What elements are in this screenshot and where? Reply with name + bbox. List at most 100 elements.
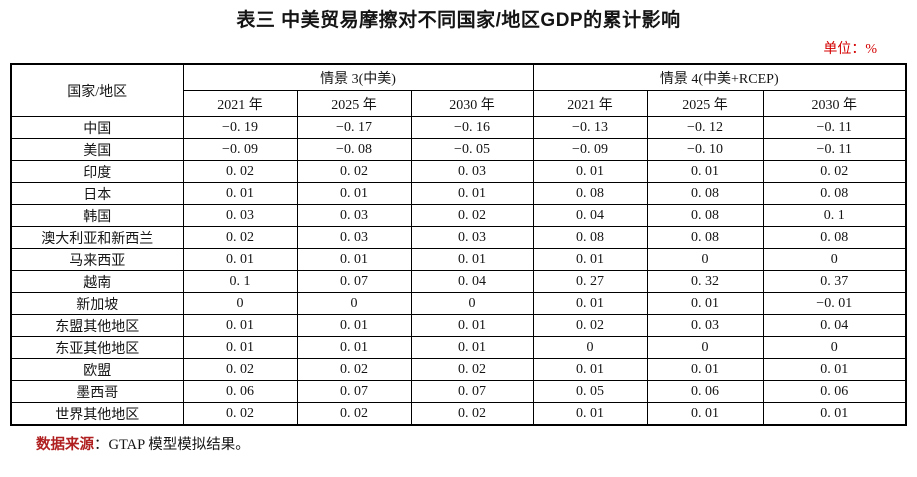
table-row: 韩国 0. 03 0. 03 0. 02 0. 04 0. 08 0. 1 — [10, 204, 907, 227]
value-cell: 0. 08 — [646, 204, 764, 227]
value-cell: −0. 09 — [532, 138, 648, 161]
value-cell: 0. 02 — [296, 402, 412, 426]
value-cell: 0. 01 — [532, 358, 648, 381]
value-cell: 0. 01 — [296, 182, 412, 205]
value-cell: −0. 08 — [296, 138, 412, 161]
region-cell: 马来西亚 — [10, 248, 184, 271]
value-cell: 0. 01 — [410, 182, 534, 205]
value-cell: 0. 01 — [646, 160, 764, 183]
region-cell: 韩国 — [10, 204, 184, 227]
value-cell: 0. 01 — [646, 402, 764, 426]
value-cell: −0. 19 — [182, 116, 298, 139]
value-cell: 0. 02 — [532, 314, 648, 337]
value-cell: 0. 02 — [182, 358, 298, 381]
value-cell: 0. 06 — [182, 380, 298, 403]
value-cell: 0. 03 — [410, 226, 534, 249]
value-cell: 0. 04 — [410, 270, 534, 293]
value-cell: 0. 03 — [296, 204, 412, 227]
value-cell: 0. 01 — [762, 402, 907, 426]
value-cell: 0. 05 — [532, 380, 648, 403]
data-source-label: 数据来源 — [36, 437, 94, 453]
value-cell: 0. 01 — [296, 336, 412, 359]
value-cell: 0 — [762, 248, 907, 271]
value-cell: 0. 02 — [296, 160, 412, 183]
value-cell: −0. 11 — [762, 138, 907, 161]
table-row: 新加坡 0 0 0 0. 01 0. 01 −0. 01 — [10, 292, 907, 315]
value-cell: 0. 02 — [182, 226, 298, 249]
value-cell: 0. 08 — [532, 182, 648, 205]
value-cell: 0. 03 — [296, 226, 412, 249]
table-row: 中国 −0. 19 −0. 17 −0. 16 −0. 13 −0. 12 −0. 11 — [10, 116, 907, 139]
value-cell: 0. 08 — [762, 226, 907, 249]
value-cell: 0 — [646, 336, 764, 359]
value-cell: 0. 03 — [646, 314, 764, 337]
table-row: 美国 −0. 09 −0. 08 −0. 05 −0. 09 −0. 10 −0. 11 — [10, 138, 907, 161]
value-cell: 0 — [182, 292, 298, 315]
value-cell: −0. 05 — [410, 138, 534, 161]
value-cell: 0. 06 — [762, 380, 907, 403]
table-row: 澳大利亚和新西兰 0. 02 0. 03 0. 03 0. 08 0. 08 0. 08 — [10, 226, 907, 249]
table-row: 马来西亚 0. 01 0. 01 0. 01 0. 01 0 0 — [10, 248, 907, 271]
value-cell: 0. 27 — [532, 270, 648, 293]
table-row: 东盟其他地区 0. 01 0. 01 0. 01 0. 02 0. 03 0. 04 — [10, 314, 907, 337]
value-cell: 0. 03 — [182, 204, 298, 227]
value-cell: 0. 02 — [410, 358, 534, 381]
value-cell: 0. 07 — [410, 380, 534, 403]
region-cell: 新加坡 — [10, 292, 184, 315]
table-row: 越南 0. 1 0. 07 0. 04 0. 27 0. 32 0. 37 — [10, 270, 907, 293]
data-source-text: ：GTAP 模型模拟结果。 — [94, 437, 250, 453]
gdp-impact-table: 国家/地区 情景 3(中美) 情景 4(中美+RCEP) 2021 年 2025… — [10, 63, 907, 426]
value-cell: 0. 08 — [532, 226, 648, 249]
paper-page: 表三 中美贸易摩擦对不同国家/地区GDP的累计影响 单位：% 国家/地区 情景 … — [0, 5, 917, 454]
value-cell: 0. 01 — [182, 336, 298, 359]
column-header-s3-2021: 2021 年 — [182, 90, 298, 117]
value-cell: 0. 01 — [410, 336, 534, 359]
header-row-groups: 国家/地区 情景 3(中美) 情景 4(中美+RCEP) — [10, 63, 907, 117]
region-cell: 东盟其他地区 — [10, 314, 184, 337]
value-cell: 0. 06 — [646, 380, 764, 403]
column-header-region: 国家/地区 — [10, 63, 184, 117]
value-cell: −0. 11 — [762, 116, 907, 139]
value-cell: 0. 02 — [182, 160, 298, 183]
value-cell: 0. 01 — [182, 248, 298, 271]
region-cell: 世界其他地区 — [10, 402, 184, 426]
value-cell: −0. 13 — [532, 116, 648, 139]
region-cell: 越南 — [10, 270, 184, 293]
value-cell: 0 — [646, 248, 764, 271]
region-cell: 澳大利亚和新西兰 — [10, 226, 184, 249]
table-row: 墨西哥 0. 06 0. 07 0. 07 0. 05 0. 06 0. 06 — [10, 380, 907, 403]
value-cell: 0. 03 — [410, 160, 534, 183]
column-header-s3-2030: 2030 年 — [410, 90, 534, 117]
value-cell: 0 — [532, 336, 648, 359]
value-cell: 0. 01 — [296, 314, 412, 337]
region-cell: 欧盟 — [10, 358, 184, 381]
value-cell: 0 — [762, 336, 907, 359]
value-cell: 0. 02 — [410, 402, 534, 426]
region-cell: 东亚其他地区 — [10, 336, 184, 359]
value-cell: −0. 09 — [182, 138, 298, 161]
table-title: 表三 中美贸易摩擦对不同国家/地区GDP的累计影响 — [236, 10, 681, 31]
value-cell: 0. 08 — [762, 182, 907, 205]
value-cell: 0. 07 — [296, 380, 412, 403]
region-cell: 美国 — [10, 138, 184, 161]
value-cell: 0. 02 — [182, 402, 298, 426]
value-cell: −0. 01 — [762, 292, 907, 315]
data-source-note: 数据来源：GTAP 模型模拟结果。 — [36, 433, 917, 454]
value-cell: 0. 01 — [296, 248, 412, 271]
value-cell: 0. 04 — [532, 204, 648, 227]
value-cell: 0. 08 — [646, 182, 764, 205]
value-cell: 0. 04 — [762, 314, 907, 337]
value-cell: 0 — [296, 292, 412, 315]
value-cell: −0. 12 — [646, 116, 764, 139]
column-header-s3-2025: 2025 年 — [296, 90, 412, 117]
value-cell: 0. 01 — [182, 182, 298, 205]
value-cell: 0. 01 — [182, 314, 298, 337]
value-cell: 0. 01 — [532, 248, 648, 271]
value-cell: 0. 01 — [532, 402, 648, 426]
region-cell: 印度 — [10, 160, 184, 183]
value-cell: 0. 37 — [762, 270, 907, 293]
column-header-s4-2025: 2025 年 — [646, 90, 764, 117]
table-row: 欧盟 0. 02 0. 02 0. 02 0. 01 0. 01 0. 01 — [10, 358, 907, 381]
value-cell: −0. 10 — [646, 138, 764, 161]
value-cell: 0. 01 — [410, 314, 534, 337]
